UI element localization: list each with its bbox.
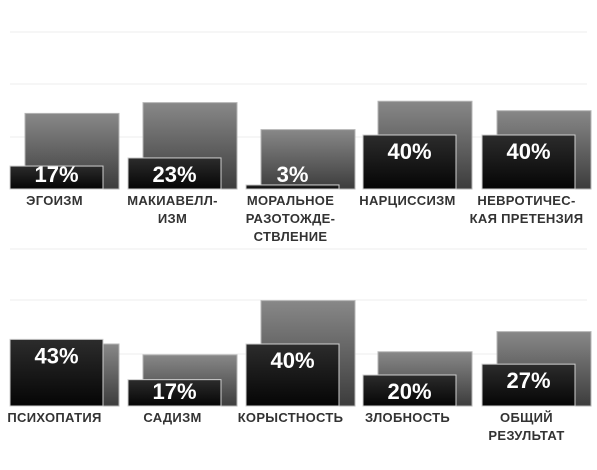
data-label: 23% xyxy=(152,162,196,187)
data-label: 17% xyxy=(34,162,78,187)
panel-top: 17% ЭГОИЗМ 23% МАКИАВЕЛЛ- ИЗМ 3% МОРАЛЬНОЕ РАЗО… xyxy=(9,31,592,244)
data-label: 40% xyxy=(387,139,431,164)
bar-value xyxy=(245,184,340,190)
panel-bottom: 43% ПСИХОПАТИЯ 17% САДИЗМ 40% КОРЫСТНОСТЬ 20% З… xyxy=(7,248,592,443)
data-label: 43% xyxy=(34,343,78,368)
category-label: ИЗМ xyxy=(158,211,187,226)
category-label: ЭГОИЗМ xyxy=(26,193,83,208)
bar-value xyxy=(362,134,457,190)
category-label: КАЯ ПРЕТЕНЗИЯ xyxy=(470,211,584,226)
data-label: 40% xyxy=(506,139,550,164)
category-label: ПСИХОПАТИЯ xyxy=(7,410,101,425)
data-label: 20% xyxy=(387,379,431,404)
bar-value xyxy=(127,379,222,407)
bar-background xyxy=(260,129,356,190)
data-label: 3% xyxy=(277,162,309,187)
category-label: НЕВРОТИЧЕС- xyxy=(477,193,575,208)
category-label: РАЗОТОЖДЕ- xyxy=(246,211,336,226)
category-label: САДИЗМ xyxy=(143,410,201,425)
category-label: СТВЛЕНИЕ xyxy=(254,229,328,244)
bar-value xyxy=(481,363,576,407)
category-label: МОРАЛЬНОЕ xyxy=(247,193,334,208)
category-label: КОРЫСТНОСТЬ xyxy=(238,410,344,425)
bar-value xyxy=(127,157,222,190)
bar-value xyxy=(9,165,104,190)
category-label: НАРЦИССИЗМ xyxy=(359,193,455,208)
bar-value xyxy=(481,134,576,190)
bar-value xyxy=(9,338,104,407)
data-label: 17% xyxy=(152,379,196,404)
category-label: ОБЩИЙ xyxy=(500,410,553,425)
data-label: 27% xyxy=(506,368,550,393)
bar-value xyxy=(245,343,340,407)
category-label: МАКИАВЕЛЛ- xyxy=(127,193,218,208)
bar-value xyxy=(362,374,457,407)
category-label: РЕЗУЛЬТАТ xyxy=(488,428,564,443)
data-label: 40% xyxy=(270,348,314,373)
category-label: ЗЛОБНОСТЬ xyxy=(365,410,450,425)
